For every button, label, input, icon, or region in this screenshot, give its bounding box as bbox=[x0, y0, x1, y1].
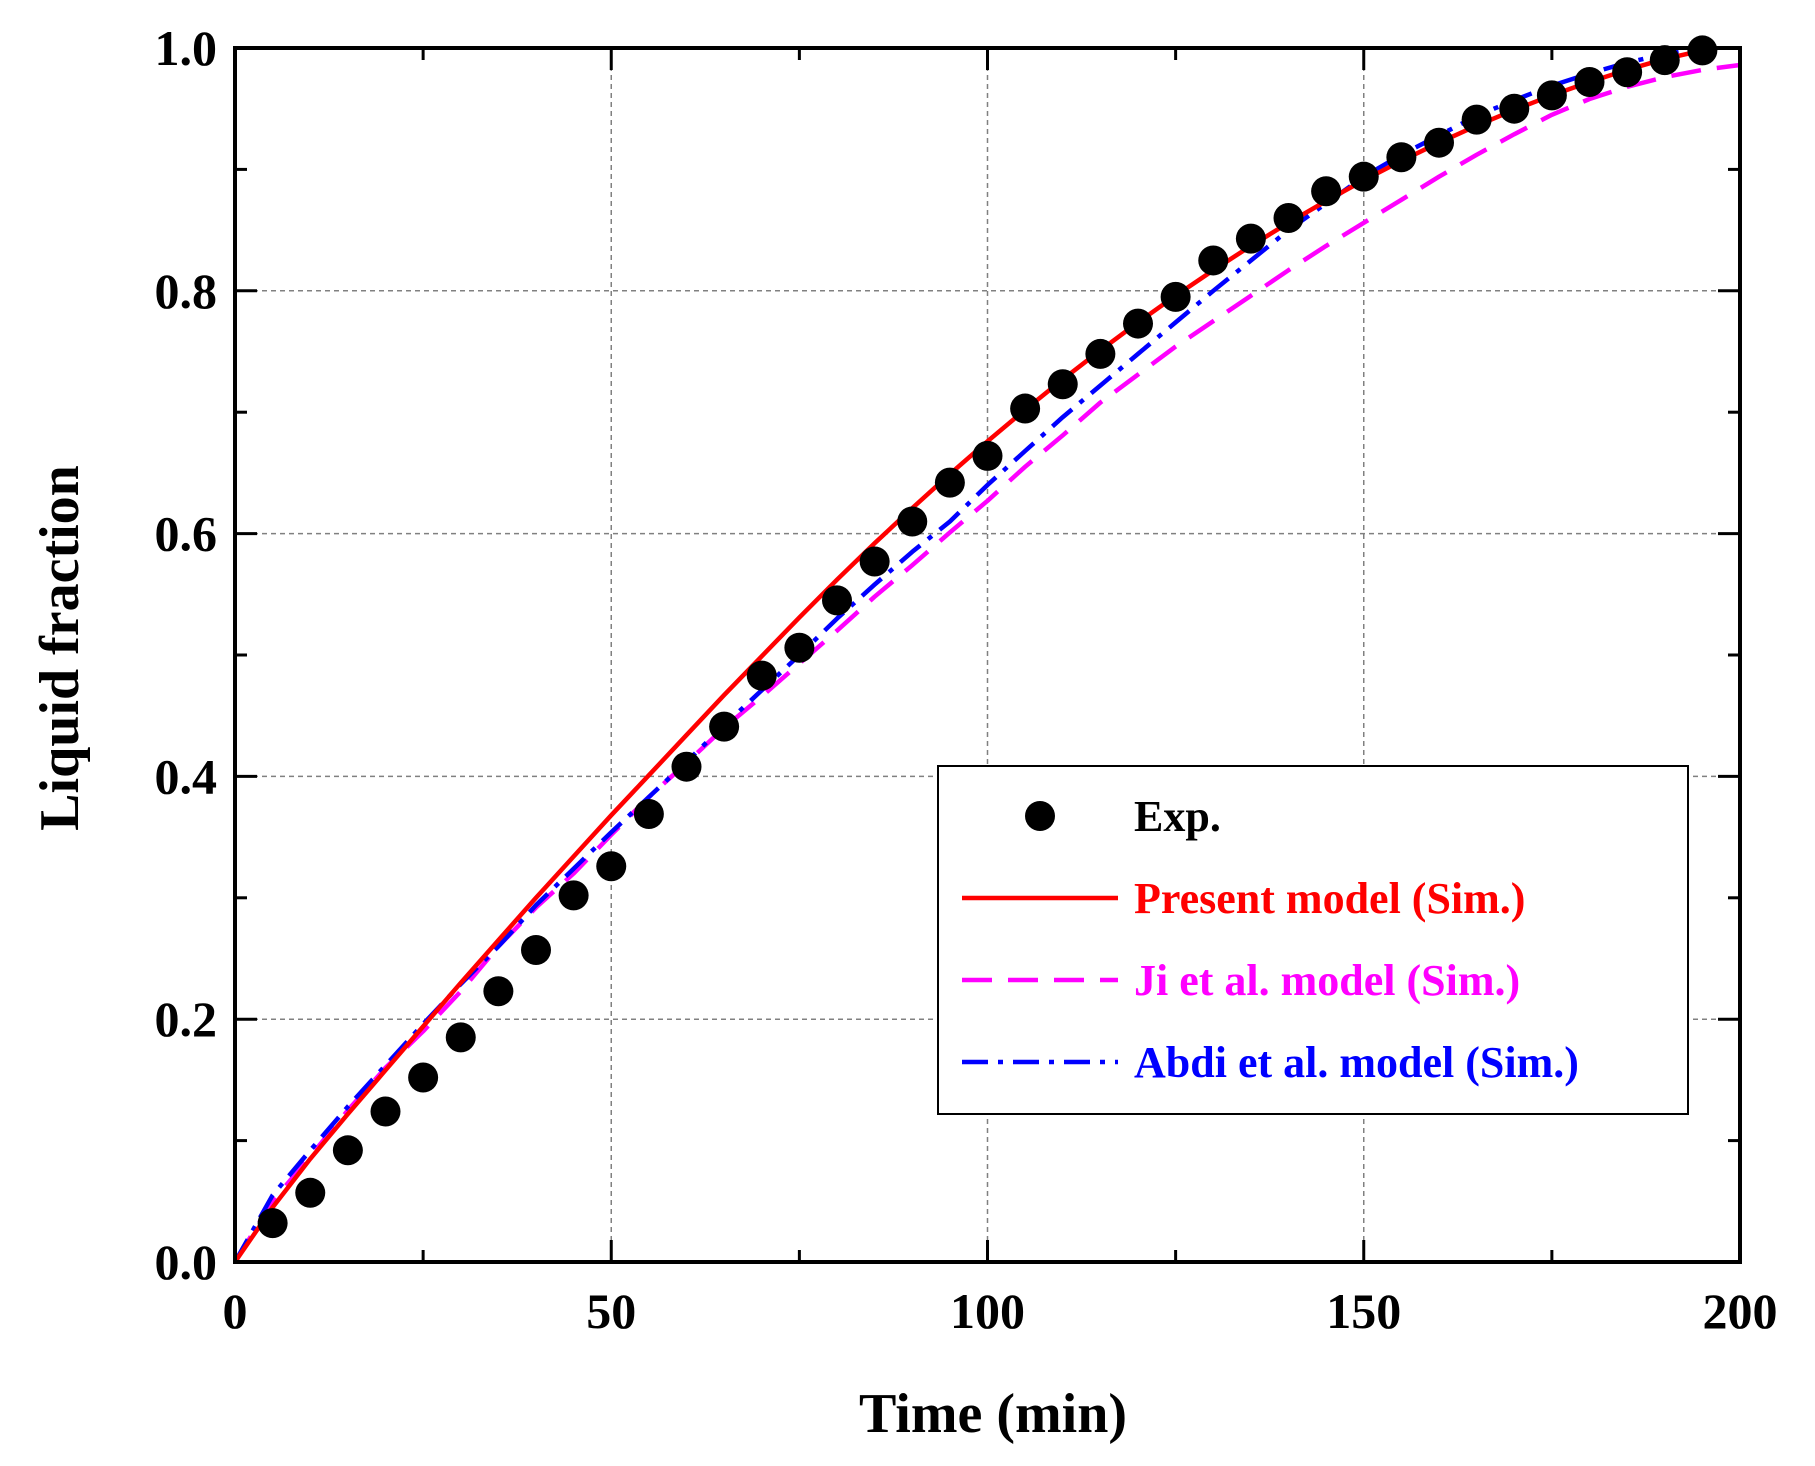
y-tick-label: 1.0 bbox=[155, 20, 218, 76]
exp-data-point bbox=[1649, 45, 1680, 76]
series-line-abdi-et-al-model-sim bbox=[233, 45, 1703, 1264]
exp-data-point bbox=[1348, 161, 1379, 192]
exp-data-point bbox=[1311, 176, 1342, 207]
legend-label-abdi-et-al-model-sim: Abdi et al. model (Sim.) bbox=[1134, 1038, 1579, 1087]
exp-data-point bbox=[257, 1208, 288, 1239]
legend-label-present-model-sim: Present model (Sim.) bbox=[1134, 874, 1525, 923]
exp-data-point bbox=[1273, 202, 1304, 233]
exp-data-point bbox=[596, 851, 627, 882]
legend-label-exp: Exp. bbox=[1134, 792, 1221, 841]
axis-tick-labels: 0 50 100 150 200 0.0 0.2 0.4 0.6 0.8 1.0 bbox=[155, 20, 1778, 1339]
legend-label-ji-et-al-model-sim: Ji et al. model (Sim.) bbox=[1134, 956, 1520, 1005]
exp-data-point bbox=[1010, 393, 1041, 424]
exp-data-point bbox=[1160, 281, 1191, 312]
exp-data-point bbox=[1499, 93, 1530, 124]
exp-data-point bbox=[972, 440, 1003, 471]
x-tick-label: 50 bbox=[586, 1283, 636, 1339]
exp-data-point bbox=[1386, 142, 1417, 173]
legend-box bbox=[937, 765, 1689, 1115]
series-line-present-model-sim bbox=[233, 48, 1703, 1264]
exp-data-point bbox=[1536, 80, 1567, 111]
exp-data-point bbox=[822, 585, 852, 616]
exp-data-point bbox=[1123, 308, 1153, 339]
exp-data-point bbox=[934, 467, 965, 498]
exp-data-point bbox=[1461, 104, 1492, 135]
exp-data-point bbox=[1235, 223, 1266, 254]
exp-data-point bbox=[709, 711, 740, 742]
x-tick-label: 200 bbox=[1703, 1283, 1778, 1339]
y-tick-label: 0.4 bbox=[155, 748, 218, 804]
exp-data-point bbox=[1085, 338, 1116, 369]
exp-data-point bbox=[784, 632, 815, 663]
y-tick-label: 0.0 bbox=[155, 1234, 218, 1290]
exp-data-point bbox=[1198, 245, 1229, 276]
exp-data-point bbox=[746, 660, 777, 691]
axis-ticks bbox=[233, 46, 1742, 1264]
exp-data-point bbox=[558, 880, 589, 911]
exp-data-point bbox=[370, 1096, 401, 1127]
exp-data-point bbox=[897, 506, 928, 537]
exp-data-point bbox=[859, 546, 890, 577]
exp-data-point bbox=[1424, 127, 1454, 158]
exp-data-point bbox=[1612, 57, 1643, 88]
exp-data-point bbox=[1574, 66, 1605, 97]
y-tick-label: 0.6 bbox=[155, 506, 218, 562]
x-tick-label: 0 bbox=[223, 1283, 248, 1339]
y-tick-label: 0.8 bbox=[155, 263, 218, 319]
exp-data-point bbox=[1687, 35, 1718, 66]
legend-marker-exp bbox=[1025, 801, 1055, 831]
y-tick-label: 0.2 bbox=[155, 991, 218, 1047]
exp-data-point bbox=[671, 751, 702, 782]
exp-data-point bbox=[521, 935, 551, 966]
exp-data-point bbox=[332, 1135, 363, 1166]
x-tick-label: 100 bbox=[950, 1283, 1025, 1339]
exp-data-point bbox=[295, 1177, 326, 1208]
exp-data-point bbox=[633, 799, 664, 830]
exp-data-point bbox=[408, 1062, 439, 1093]
experimental-points bbox=[257, 35, 1718, 1239]
exp-data-point bbox=[1047, 369, 1078, 400]
x-tick-label: 150 bbox=[1326, 1283, 1401, 1339]
exp-data-point bbox=[483, 976, 514, 1007]
x-axis-title: Time (min) bbox=[859, 1383, 1127, 1445]
y-axis-title: Liquid fraction bbox=[29, 465, 91, 831]
exp-data-point bbox=[445, 1022, 476, 1053]
legend: Exp. Present model (Sim.) Ji et al. model … bbox=[937, 765, 1689, 1115]
series-lines bbox=[233, 45, 1741, 1264]
